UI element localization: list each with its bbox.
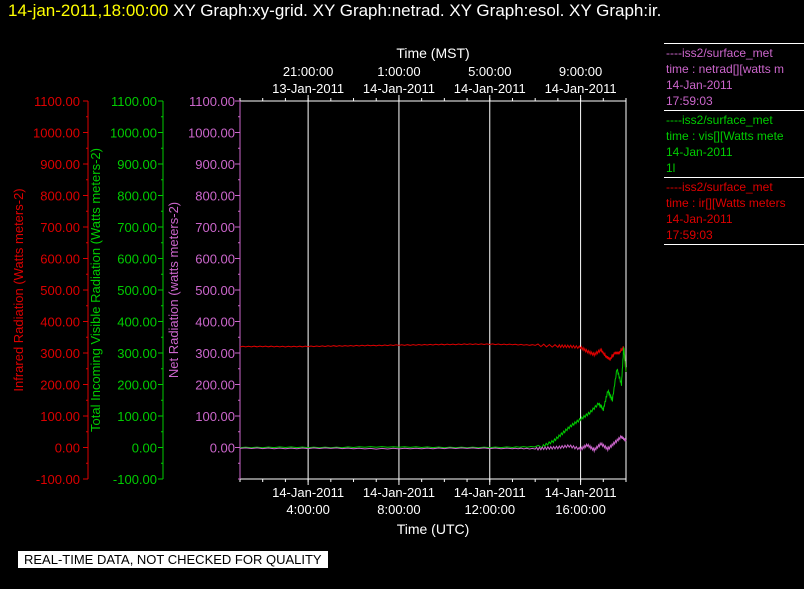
y-tick-label-ir: 1000.00 [33, 126, 80, 141]
x-tick-label-date: 14-Jan-2011 [272, 485, 344, 500]
y-tick-label-netrad: 800.00 [195, 189, 235, 204]
y-tick-label-ir: 400.00 [40, 315, 80, 330]
x-tick-label-date: 14-Jan-2011 [363, 485, 435, 500]
y-tick-label-vis: 500.00 [117, 283, 157, 298]
top-tick-label-time: 5:00:00 [468, 64, 511, 79]
x-tick-label-time: 4:00:00 [286, 502, 329, 517]
y-tick-label-ir: 100.00 [40, 409, 80, 424]
legend-desc: time : netrad[][watts m [666, 62, 785, 76]
y-tick-label-vis: -100.00 [113, 472, 157, 487]
y-tick-label-ir: 700.00 [40, 220, 80, 235]
top-tick-label-date: 14-Jan-2011 [363, 81, 435, 96]
y-tick-label-ir: 600.00 [40, 252, 80, 267]
y-tick-label-netrad: 400.00 [195, 315, 235, 330]
y-axis-title-vis: Total Incoming Visible Radiation (Watts … [88, 148, 103, 432]
x-tick-label-date: 14-Jan-2011 [454, 485, 526, 500]
legend-desc: time : ir[][Watts meters [666, 196, 786, 210]
x-tick-label-time: 12:00:00 [464, 502, 515, 517]
y-tick-label-netrad: 900.00 [195, 157, 235, 172]
y-tick-label-netrad: 200.00 [195, 378, 235, 393]
radiation-chart: 14-Jan-2011 4:00:00 14-Jan-2011 8:00:00 14-J… [11, 45, 627, 537]
series-line-netrad [239, 434, 627, 454]
x-tick-label-date: 14-Jan-2011 [545, 485, 617, 500]
legend-date: 14-Jan-2011 [666, 212, 733, 226]
legend-time: 1l [666, 161, 676, 175]
y-tick-label-netrad: 1000.00 [188, 126, 235, 141]
y-tick-label-ir: 200.00 [40, 378, 80, 393]
y-axis-title-netrad: Net Radiation (watts meters-2) [166, 202, 181, 378]
y-tick-label-vis: 200.00 [117, 378, 157, 393]
y-tick-label-vis: 0.00 [132, 441, 157, 456]
y-tick-label-netrad: 0.00 [210, 441, 235, 456]
top-axis-title: Time (MST) [396, 45, 469, 61]
y-tick-label-ir: 500.00 [40, 283, 80, 298]
x-tick-label-time: 16:00:00 [555, 502, 606, 517]
legend-date: 14-Jan-2011 [666, 78, 733, 92]
top-tick-label-date: 14-Jan-2011 [454, 81, 526, 96]
y-tick-label-vis: 1100.00 [111, 94, 157, 109]
y-tick-label-netrad: 700.00 [195, 220, 235, 235]
y-axis-title-ir: Infrared Radiation (Watts meters-2) [11, 188, 26, 391]
top-tick-label-time: 9:00:00 [559, 64, 602, 79]
title-graph-list: XY Graph:xy-grid. XY Graph:netrad. XY Gr… [173, 1, 662, 20]
y-tick-label-netrad: 1100.00 [189, 94, 235, 109]
y-tick-label-vis: 800.00 [117, 189, 157, 204]
y-tick-label-vis: 400.00 [117, 315, 157, 330]
y-tick-label-netrad: 300.00 [195, 346, 235, 361]
y-tick-label-netrad: 500.00 [195, 283, 235, 298]
y-tick-label-vis: 700.00 [117, 220, 157, 235]
y-tick-label-vis: 100.00 [117, 409, 157, 424]
page-title: 14-jan-2011,18:00:00 XY Graph:xy-grid. X… [8, 1, 661, 21]
y-tick-label-ir: -100.00 [36, 472, 80, 487]
top-tick-label-time: 1:00:00 [377, 64, 420, 79]
y-tick-label-ir: 800.00 [40, 189, 80, 204]
bottom-axis-title: Time (UTC) [397, 521, 470, 537]
y-tick-label-ir: 300.00 [40, 346, 80, 361]
top-tick-label-date: 14-Jan-2011 [545, 81, 617, 96]
y-tick-label-vis: 300.00 [117, 346, 157, 361]
y-tick-label-netrad: 600.00 [195, 252, 235, 267]
legend-source: ----iss2/surface_met [666, 180, 773, 194]
y-tick-label-vis: 900.00 [117, 157, 157, 172]
legend-source: ----iss2/surface_met [666, 46, 773, 60]
quality-notice: REAL-TIME DATA, NOT CHECKED FOR QUALITY [18, 551, 328, 568]
series-layer [239, 343, 627, 454]
series-line-ir [239, 343, 627, 372]
title-timestamp: 14-jan-2011,18:00:00 [8, 1, 169, 20]
y-tick-label-ir: 900.00 [40, 157, 80, 172]
legend-desc: time : vis[][Watts mete [666, 129, 784, 143]
top-tick-label-date: 13-Jan-2011 [272, 81, 344, 96]
y-tick-label-vis: 600.00 [117, 252, 157, 267]
series-line-vis [239, 346, 627, 449]
top-tick-label-time: 21:00:00 [283, 64, 334, 79]
y-tick-label-vis: 1000.00 [110, 126, 157, 141]
legend-time: 17:59:03 [666, 94, 713, 108]
y-tick-label-ir: 1100.00 [34, 94, 80, 109]
x-tick-label-time: 8:00:00 [377, 502, 420, 517]
y-tick-label-netrad: 100.00 [195, 409, 235, 424]
y-tick-label-ir: 0.00 [55, 441, 80, 456]
legend-time: 17:59:03 [666, 228, 713, 242]
legend-date: 14-Jan-2011 [666, 145, 733, 159]
plot-frame [239, 100, 627, 480]
legend-source: ----iss2/surface_met [666, 113, 773, 127]
axes-layer: 14-Jan-2011 4:00:00 14-Jan-2011 8:00:00 14-J… [11, 45, 627, 537]
